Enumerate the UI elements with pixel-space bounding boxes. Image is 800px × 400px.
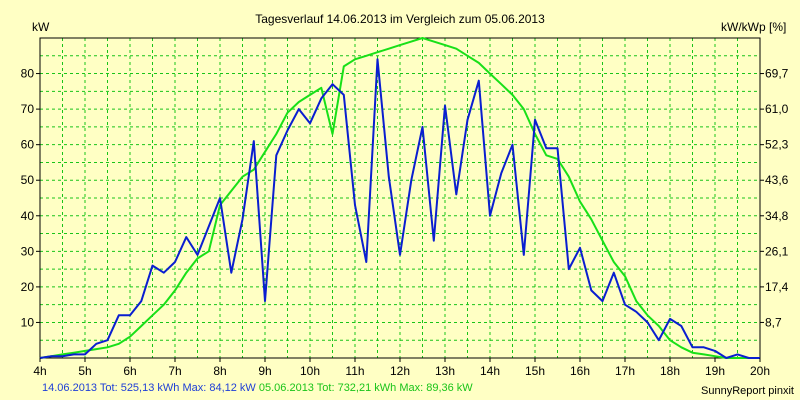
y-tick-label-left: 80 xyxy=(21,67,35,81)
x-tick-label: 19h xyxy=(705,364,725,378)
y-tick-label-right: 17,4 xyxy=(765,280,789,294)
y-tick-label-right: 43,6 xyxy=(765,173,789,187)
y-tick-label-left: 30 xyxy=(21,244,35,258)
y-tick-label-right: 52,3 xyxy=(765,138,789,152)
series-line-14-06-2013 xyxy=(39,58,760,359)
x-tick-label: 12h xyxy=(390,364,410,378)
y-tick-label-left: 20 xyxy=(21,280,35,294)
legend-series-b: 05.06.2013 Tot: 732,21 kWh Max: 89,36 kW xyxy=(258,382,473,394)
x-tick-label: 18h xyxy=(660,364,680,378)
y-tick-label-right: 69,7 xyxy=(765,67,789,81)
x-tick-label: 17h xyxy=(615,364,635,378)
x-tick-label: 4h xyxy=(33,364,46,378)
x-tick-label: 7h xyxy=(168,364,181,378)
x-tick-label: 9h xyxy=(258,364,271,378)
y-tick-label-left: 10 xyxy=(21,315,35,329)
series-layer xyxy=(39,37,760,359)
x-tick-label: 13h xyxy=(435,364,455,378)
x-tick-label: 20h xyxy=(750,364,770,378)
y-tick-label-right: 61,0 xyxy=(765,102,789,116)
y-tick-label-left: 60 xyxy=(21,138,35,152)
x-tick-label: 14h xyxy=(480,364,500,378)
x-tick-label: 6h xyxy=(123,364,136,378)
tick-layer: 4h 5h 6h 7h 8h 9h 10h 11h 12h 13h 14h 15h 16h 17h 18h 1… xyxy=(21,67,789,378)
credit-text: SunnyReport pinxit xyxy=(701,385,794,397)
grid xyxy=(40,38,760,358)
y-axis-left-label: kW xyxy=(32,20,50,34)
y-tick-label-left: 50 xyxy=(21,173,35,187)
legend-series-a: 14.06.2013 Tot: 525,13 kWh Max: 84,12 kW xyxy=(42,382,256,394)
x-tick-label: 5h xyxy=(78,364,91,378)
series-line-05-06-2013 xyxy=(39,37,760,359)
y-tick-label-left: 70 xyxy=(21,102,35,116)
x-tick-label: 10h xyxy=(300,364,320,378)
chart-title: Tagesverlauf 14.06.2013 im Vergleich zum… xyxy=(255,12,545,26)
x-tick-label: 8h xyxy=(213,364,226,378)
footer-legend: 14.06.2013 Tot: 525,13 kWh Max: 84,12 kW… xyxy=(42,382,473,394)
y-tick-label-left: 40 xyxy=(21,209,35,223)
x-tick-label: 15h xyxy=(525,364,545,378)
y-tick-label-right: 8,7 xyxy=(765,315,782,329)
y-tick-label-right: 34,8 xyxy=(765,209,789,223)
y-axis-right-label: kW/kWp [%] xyxy=(721,20,786,34)
x-tick-label: 16h xyxy=(570,364,590,378)
x-tick-label: 11h xyxy=(345,364,364,378)
y-tick-label-right: 26,1 xyxy=(765,244,789,258)
